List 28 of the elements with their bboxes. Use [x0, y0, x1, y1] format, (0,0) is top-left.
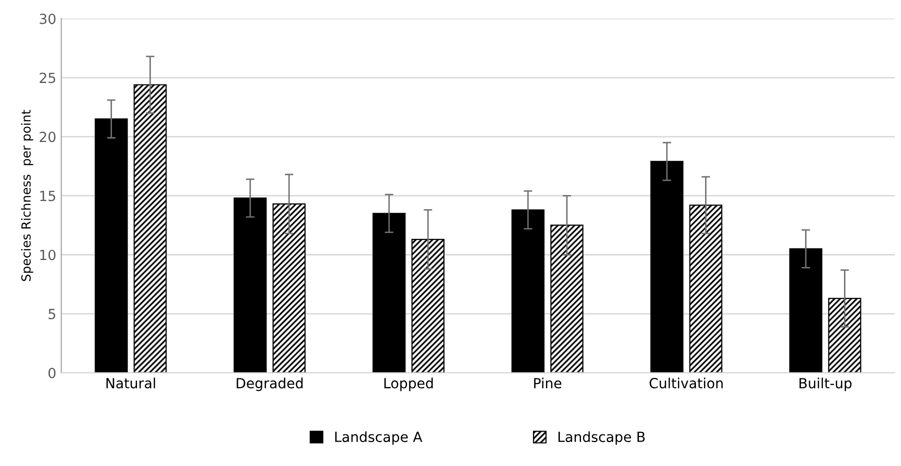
y-tick-label: 30 [40, 14, 56, 24]
x-tick-label: Natural [106, 378, 156, 388]
bar [511, 209, 545, 373]
bar [789, 248, 822, 373]
bar [94, 118, 128, 373]
bar [689, 204, 722, 373]
y-tick-label: 25 [40, 72, 56, 84]
x-tick-label: Lopped [384, 378, 433, 392]
y-tick-label: 20 [40, 132, 56, 142]
bar [650, 160, 684, 373]
bar [411, 238, 445, 373]
y-tick-label: 5 [48, 308, 56, 320]
bar [272, 203, 306, 373]
legend-label: Landscape A [335, 431, 422, 445]
bar [372, 212, 406, 373]
y-tick-label: 15 [40, 190, 56, 202]
legend-label: Landscape B [558, 431, 645, 445]
y-tick-label: 10 [40, 250, 56, 260]
x-tick-label: Built-up [800, 378, 852, 392]
bar [828, 298, 862, 373]
bar [234, 198, 267, 373]
y-axis-title: Species Richness per point [21, 110, 34, 282]
y-tick-label: 0 [48, 368, 56, 378]
x-tick-label: Degraded [236, 378, 303, 392]
bar [550, 224, 584, 373]
x-tick-label: Pine [534, 378, 562, 388]
bar [134, 84, 167, 373]
x-tick-label: Cultivation [650, 378, 723, 388]
